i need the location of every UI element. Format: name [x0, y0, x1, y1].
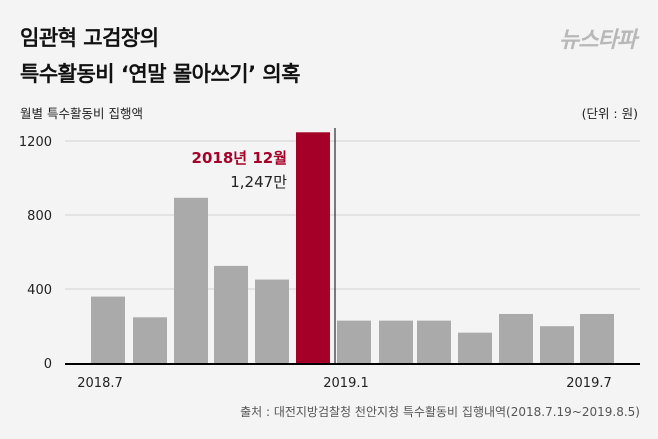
bar-2019.3	[417, 320, 451, 363]
bar-2018.8	[133, 317, 167, 363]
bar-2018.11	[255, 279, 289, 363]
source-note: 출처 : 대전지방검찰청 천안지청 특수활동비 집행내역(2018.7.19~2…	[240, 405, 640, 419]
x-tick-label: 2018.7	[77, 376, 123, 391]
unit-label: (단위 : 원)	[581, 106, 638, 121]
bar-2019.4	[458, 332, 492, 363]
x-tick-label: 2019.1	[323, 376, 369, 391]
bar-2018.9	[174, 197, 208, 363]
bar-chart: 0 400 800 1200 2018.7 2019.1 2019.7 2018년 12월 1,…	[19, 128, 640, 391]
bar-2019.7	[580, 313, 614, 363]
annotation-label: 2018년 12월	[192, 149, 287, 167]
title-line-1: 임관혁 고검장의	[20, 26, 159, 50]
chart-subtitle: 월별 특수활동비 집행액	[20, 106, 143, 121]
x-tick-label: 2019.7	[566, 376, 612, 391]
title-line-2: 특수활동비 ‘연말 몰아쓰기’ 의혹	[20, 62, 301, 86]
y-tick-label: 0	[44, 357, 52, 372]
bar-2018.12	[296, 132, 330, 363]
bar-2019.5	[499, 313, 533, 363]
bar-2019.6	[540, 326, 574, 363]
annotation-value: 1,247만	[230, 173, 287, 191]
newstapa-logo: 뉴스타파	[559, 28, 637, 53]
bar-2018.7	[91, 296, 125, 363]
bar-2019.1	[337, 320, 371, 363]
y-tick-label: 400	[27, 283, 52, 298]
bar-2018.10	[214, 265, 248, 363]
y-tick-label: 1200	[19, 135, 52, 150]
y-tick-label: 800	[27, 209, 52, 224]
bar-2019.2	[379, 320, 413, 363]
